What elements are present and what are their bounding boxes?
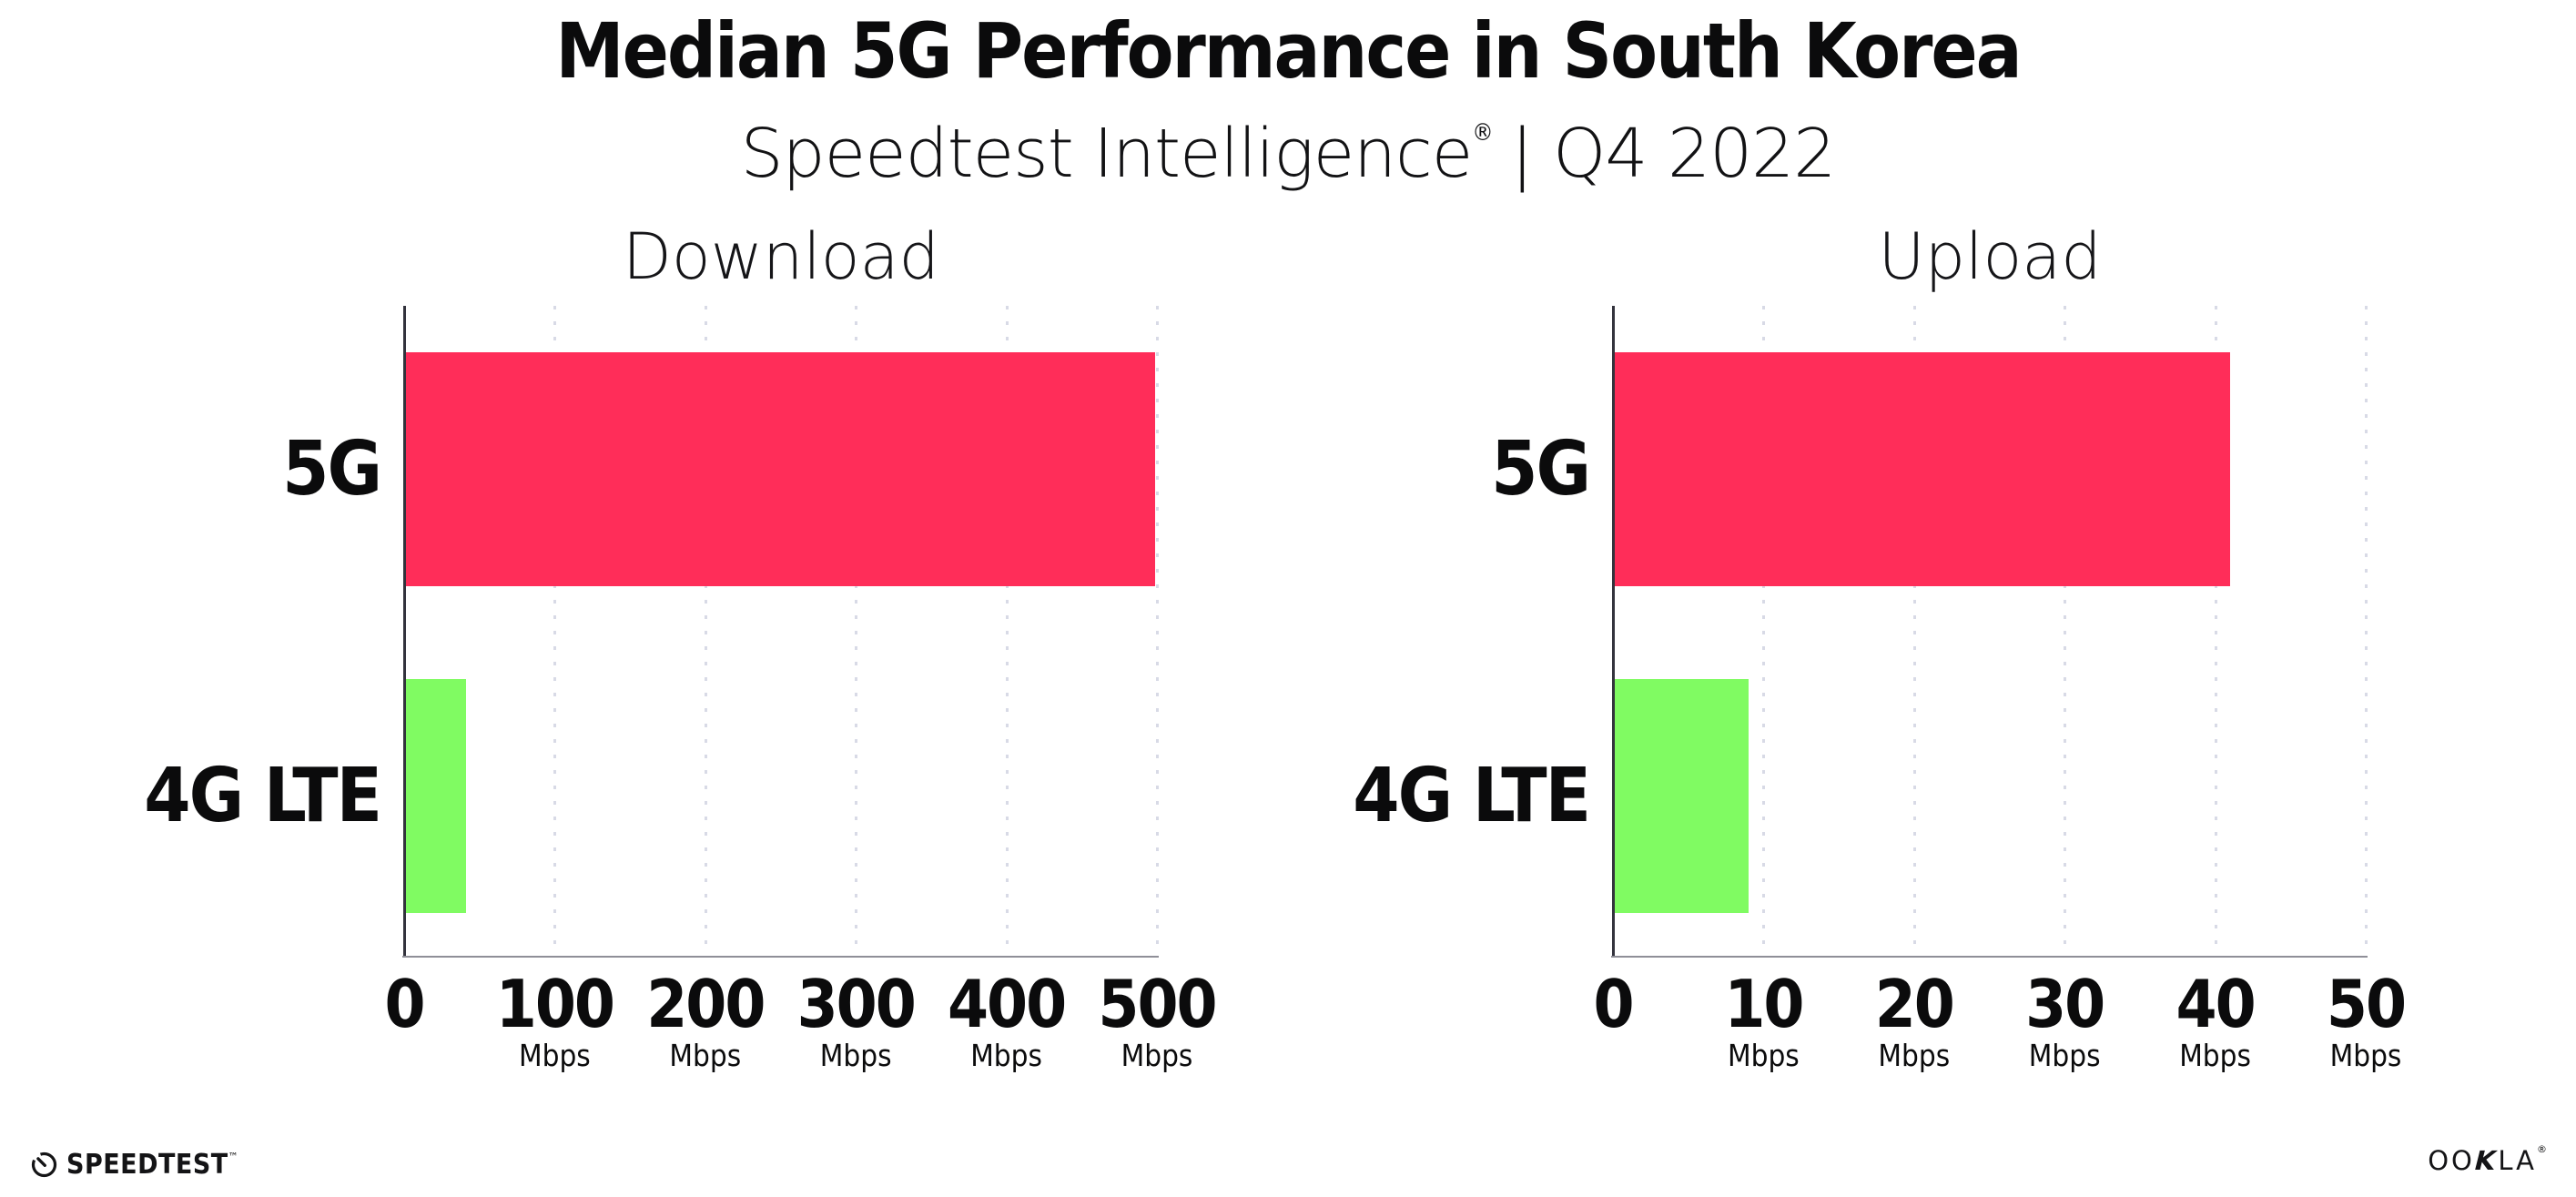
x-tick-20: 20 Mbps [1805,970,2023,1074]
x-axis-line [1611,956,2368,958]
x-tick-200: 200 Mbps [596,970,815,1074]
chart-title-download: Download [623,219,939,294]
chart-title-upload: Upload [1878,219,2102,294]
x-tick-unit: Mbps [1727,1038,1800,1073]
subtitle-brand: Speedtest Intelligence [740,115,1474,193]
ookla-letter: L [2498,1145,2517,1176]
gridline-100 [553,306,557,958]
x-tick-value: 50 [2326,966,2407,1042]
x-tick-unit: Mbps [2028,1038,2101,1073]
x-tick-unit: Mbps [518,1038,591,1073]
x-axis-line [402,956,1159,958]
bar-4g-lte-download [404,679,466,913]
ookla-letter: O [2451,1145,2475,1176]
page-title: Median 5G Performance in South Korea [555,6,2022,96]
speedtest-label: SPEEDTEST [66,1149,228,1181]
x-tick-value: 100 [495,966,615,1042]
ookla-wordmark: OOKLA [2428,1145,2537,1176]
category-label-5g: 5G [1491,426,1591,512]
gridline-10 [1762,306,1766,958]
registered-mark: ® [1472,119,1493,147]
x-tick-value: 30 [2025,966,2105,1042]
x-tick-unit: Mbps [669,1038,742,1073]
x-tick-value: 0 [1593,966,1634,1042]
x-tick-value: 500 [1098,966,1217,1042]
bar-4g-lte-upload [1613,679,1749,913]
gridline-400 [1005,306,1009,958]
speedtest-wordmark: SPEEDTEST™ [66,1149,238,1181]
bar-5g-upload [1613,352,2231,586]
x-tick-unit: Mbps [1878,1038,1951,1073]
x-tick-value: 200 [646,966,766,1042]
trademark-mark: ™ [228,1151,238,1163]
upload-plot-area: 5G 4G LTE 0 10 Mbps 20 Mbps 30 Mbps 40 Mbps 50 Mbps [1353,306,2407,1073]
x-tick-30: 30 Mbps [1955,970,2174,1074]
download-plot-area: 5G 4G LTE 0 100 Mbps 200 Mbps 300 Mbps 400 Mbps 500… [144,306,1218,1073]
x-tick-400: 400 Mbps [898,970,1116,1074]
x-tick-50: 50 Mbps [2257,970,2475,1074]
gridline-20 [1912,306,1916,958]
x-tick-0: 0 [295,970,513,1038]
ookla-registered-mark: ® [2537,1143,2547,1155]
x-tick-unit: Mbps [819,1038,892,1073]
gridline-200 [704,306,707,958]
speedtest-gauge-icon [31,1151,57,1178]
ookla-letter: A [2516,1145,2537,1176]
speedtest-logo: SPEEDTEST™ [30,1149,238,1181]
subtitle-period: | Q4 2022 [1510,115,1837,193]
x-tick-unit: Mbps [970,1038,1042,1073]
x-tick-unit: Mbps [2179,1038,2251,1073]
category-label-5g: 5G [282,426,382,512]
x-tick-value: 20 [1874,966,1955,1042]
x-tick-500: 500 Mbps [1048,970,1266,1074]
x-tick-0: 0 [1504,970,1722,1038]
ookla-letter: O [2428,1145,2452,1176]
gridline-300 [855,306,858,958]
gridline-40 [2214,306,2217,958]
ookla-logo: OOKLA ® [2428,1143,2547,1176]
gridline-50 [2365,306,2368,958]
x-tick-unit: Mbps [1121,1038,1193,1073]
bar-5g-download [404,352,1156,586]
category-label-4g-lte: 4G LTE [144,753,382,839]
y-axis-line [403,306,406,958]
x-tick-value: 0 [384,966,425,1042]
x-tick-value: 10 [1724,966,1804,1042]
y-axis-line [1612,306,1615,958]
x-tick-100: 100 Mbps [445,970,664,1074]
x-tick-value: 400 [947,966,1067,1042]
gridline-30 [2064,306,2067,958]
x-tick-300: 300 Mbps [746,970,965,1074]
x-tick-unit: Mbps [2329,1038,2402,1073]
x-tick-10: 10 Mbps [1654,970,1872,1074]
category-label-4g-lte: 4G LTE [1353,753,1591,839]
page-subtitle: Speedtest Intelligence® | Q4 2022 [0,95,2576,192]
gridline-500 [1156,306,1159,958]
x-tick-value: 300 [796,966,917,1042]
x-tick-value: 40 [2175,966,2257,1042]
x-tick-40: 40 Mbps [2106,970,2325,1074]
